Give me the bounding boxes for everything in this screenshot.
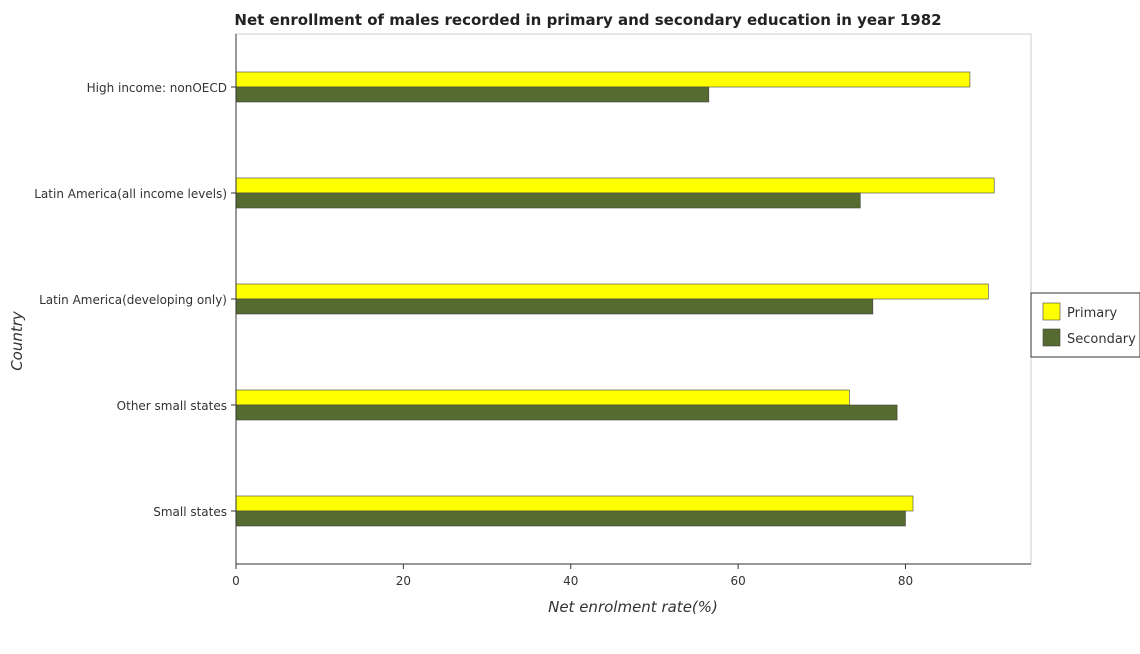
x-tick-label: 80 [898, 574, 913, 588]
y-tick-label: Latin America(all income levels) [34, 187, 227, 201]
bar-secondary-1 [235, 192, 861, 209]
legend-label-primary: Primary [1067, 306, 1118, 321]
bar-primary-3 [235, 389, 850, 406]
x-tick-label: 40 [563, 574, 578, 588]
chart-title: Net enrollment of males recorded in prim… [234, 11, 941, 29]
legend-box [1030, 292, 1140, 358]
x-axis-label: Net enrolment rate(%) [548, 598, 718, 616]
bar-secondary-0 [235, 86, 710, 103]
bar-primary-1 [235, 177, 995, 194]
y-axis-label: Country [8, 310, 26, 371]
legend: Primary Secondary [1030, 292, 1140, 358]
y-tick-label: Latin America(developing only) [39, 293, 227, 307]
legend-swatch-primary [1042, 302, 1061, 321]
x-tick-label: 0 [232, 574, 240, 588]
legend-swatch-secondary [1042, 328, 1061, 347]
bar-secondary-4 [235, 510, 906, 527]
plot-area: High income: nonOECD Latin America(all in… [34, 33, 1032, 588]
bar-secondary-3 [235, 404, 898, 421]
bar-primary-4 [235, 495, 914, 512]
y-tick-label: High income: nonOECD [87, 81, 227, 95]
y-tick-label: Small states [153, 505, 227, 519]
bar-primary-0 [235, 71, 971, 88]
bar-secondary-2 [235, 298, 874, 315]
bar-primary-2 [235, 283, 989, 300]
x-tick-label: 60 [730, 574, 745, 588]
legend-label-secondary: Secondary [1067, 332, 1136, 347]
y-tick-label: Other small states [117, 399, 227, 413]
x-tick-label: 20 [396, 574, 411, 588]
